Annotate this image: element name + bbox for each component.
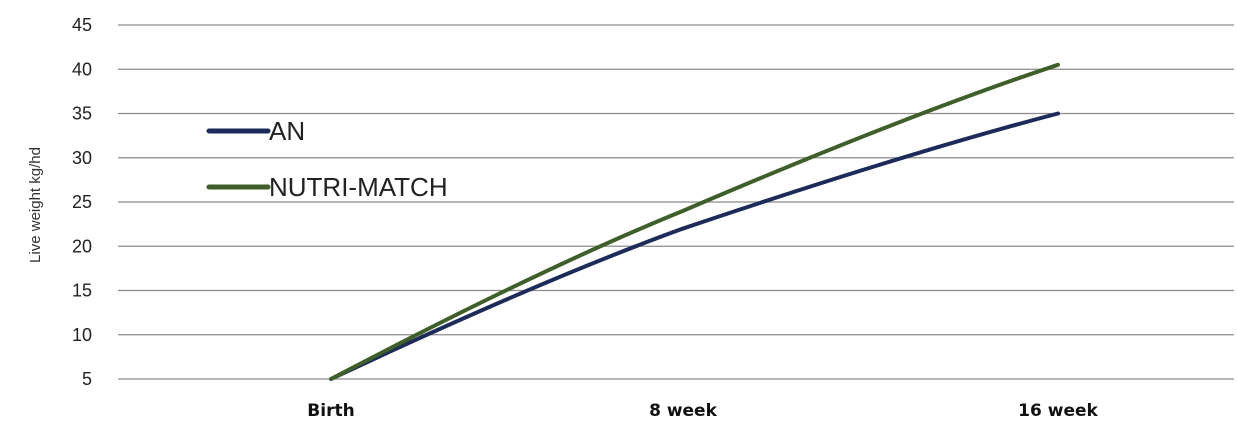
data-point	[681, 209, 685, 213]
data-point	[1056, 63, 1060, 67]
series-line-nutri-match	[329, 62, 1060, 381]
x-tick-label: Birth	[307, 401, 354, 421]
y-axis-title: Live weight kg/hd	[27, 147, 44, 263]
y-tick-label: 10	[72, 325, 92, 345]
x-tick-label: 8 week	[649, 401, 718, 421]
y-tick-label: 30	[72, 148, 92, 168]
gridlines	[118, 24, 1234, 380]
y-tick-label: 20	[72, 236, 92, 256]
data-point	[681, 227, 685, 231]
y-tick-label: 35	[72, 104, 92, 124]
y-tick-label: 45	[72, 15, 92, 35]
y-tick-label: 15	[72, 281, 92, 301]
data-point	[329, 377, 333, 381]
y-axis-ticks: 5 10 15 20 25 30 35 40 45	[72, 15, 92, 389]
y-tick-label: 40	[72, 59, 92, 79]
x-axis-ticks: Birth 8 week 16 week	[307, 401, 1098, 421]
series-lines	[329, 62, 1060, 381]
data-point	[1056, 112, 1060, 115]
legend-label: AN	[269, 116, 305, 146]
y-tick-label: 25	[72, 192, 92, 212]
y-tick-label: 5	[82, 369, 92, 389]
legend-label: NUTRI-MATCH	[269, 172, 448, 202]
x-tick-label: 16 week	[1018, 401, 1098, 421]
legend: AN NUTRI-MATCH	[206, 116, 448, 202]
